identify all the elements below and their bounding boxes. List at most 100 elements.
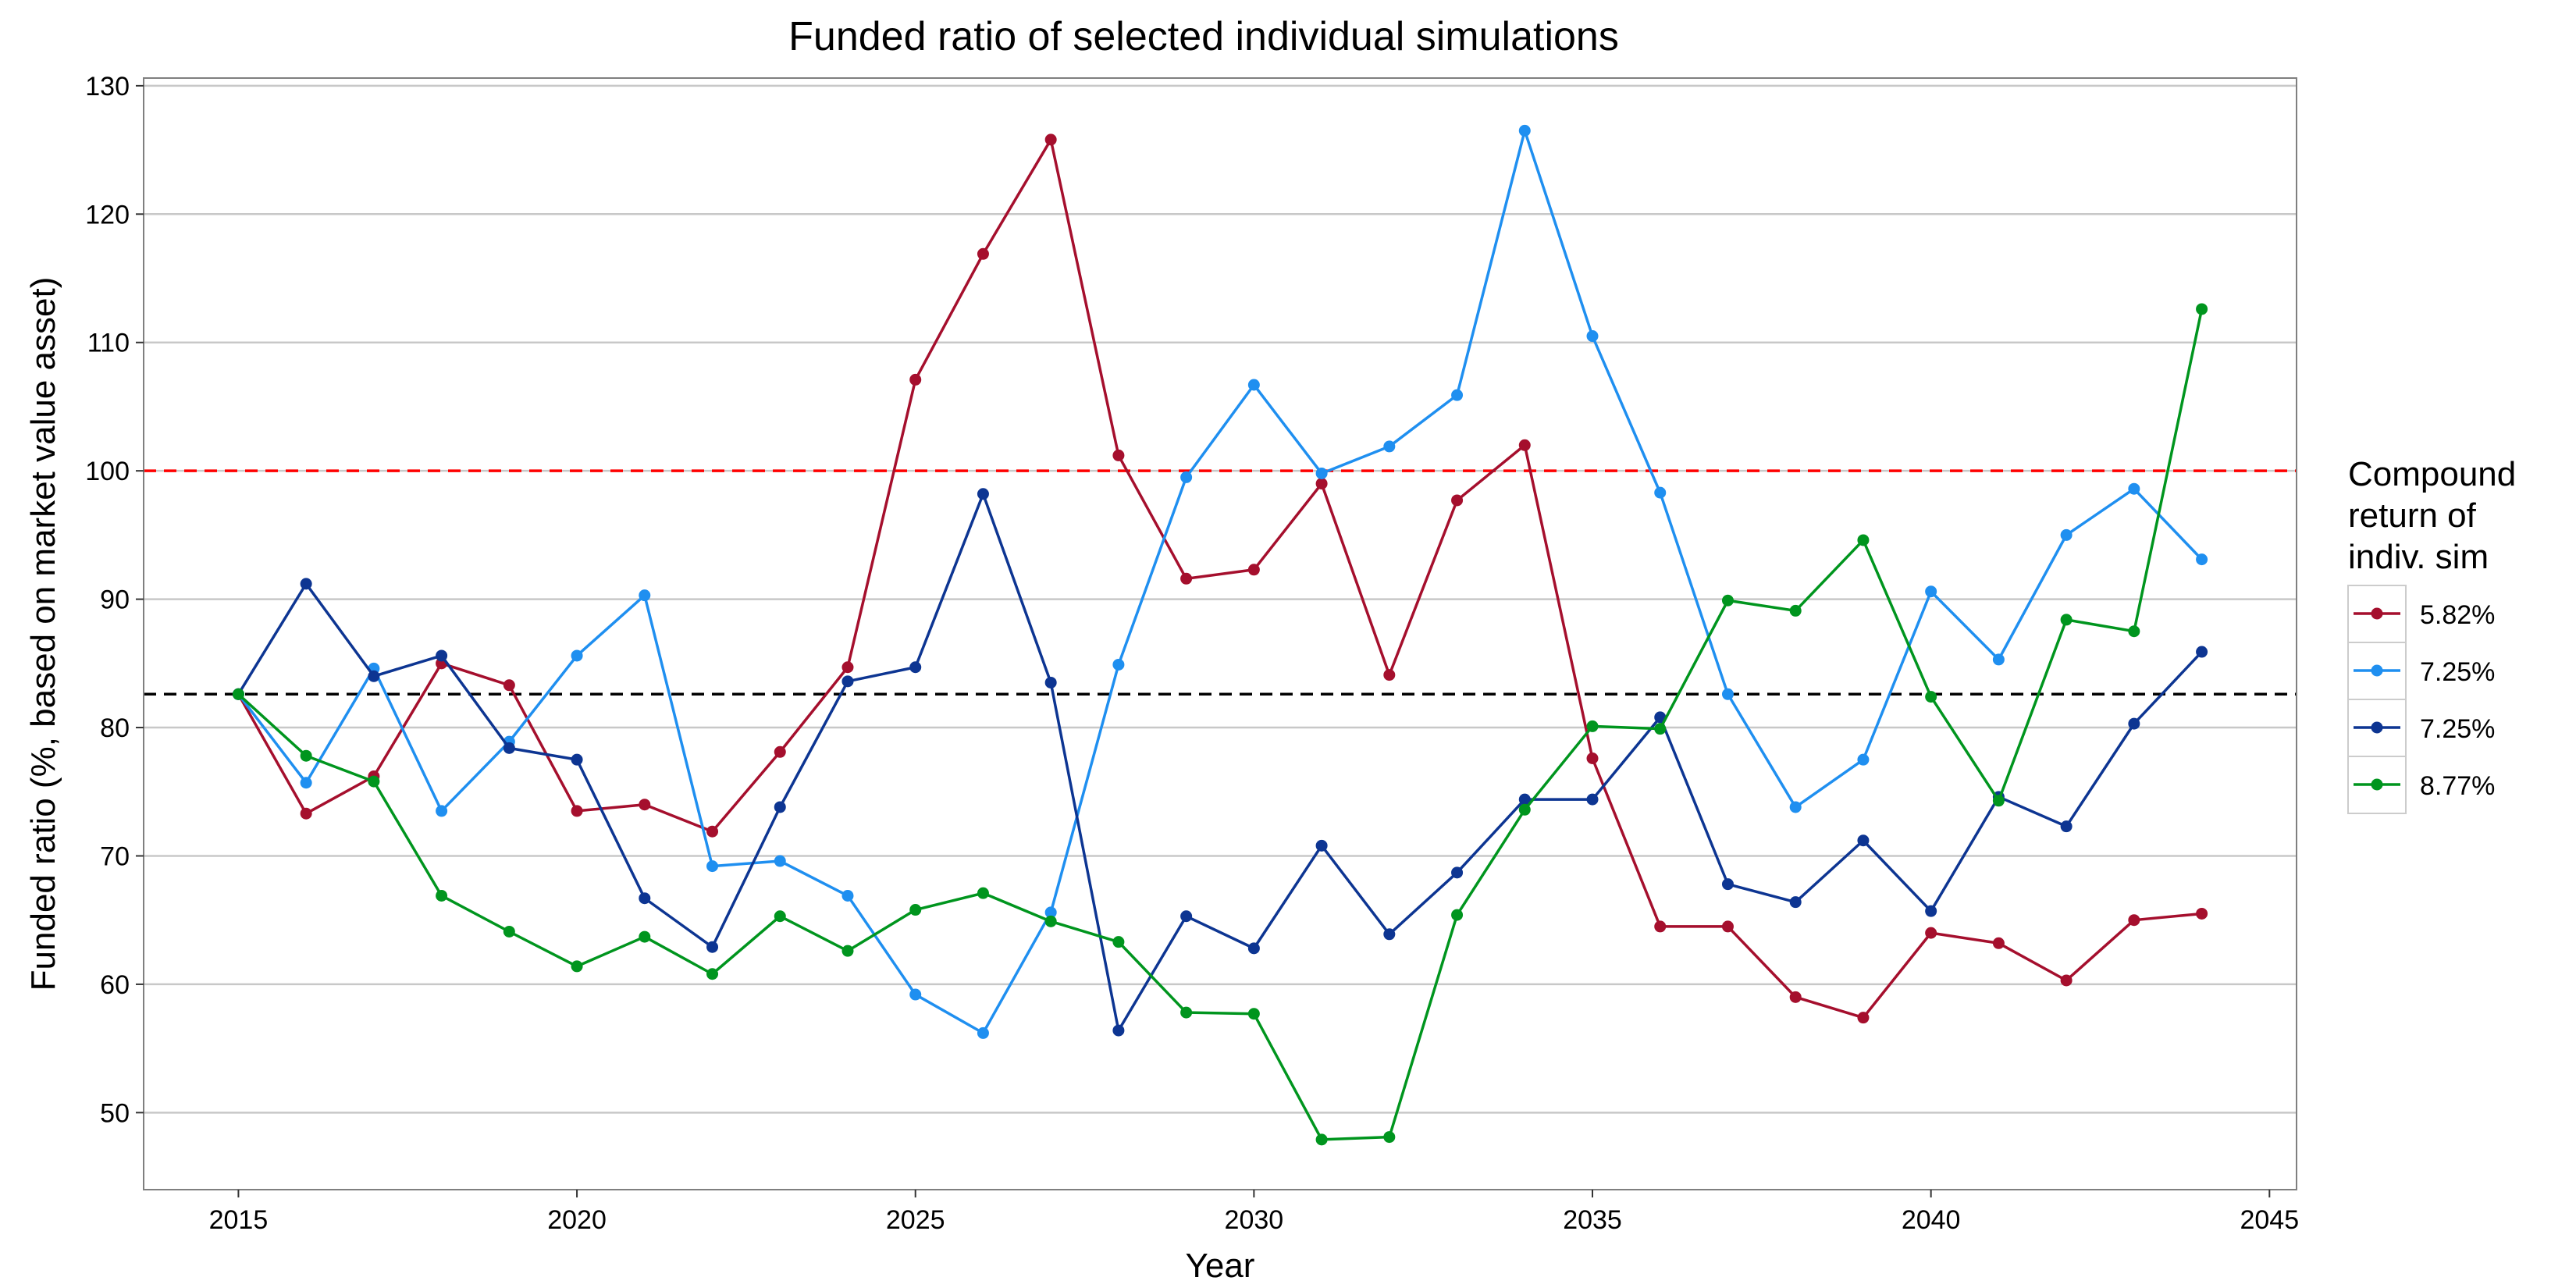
data-point — [1044, 906, 1057, 919]
data-point — [1451, 909, 1464, 921]
data-point — [1925, 927, 1937, 939]
legend-label: 5.82% — [2420, 600, 2495, 630]
series-1 — [232, 133, 2208, 1024]
data-point — [841, 661, 854, 674]
data-point — [909, 988, 922, 1001]
series-line — [237, 493, 2203, 1032]
data-point — [1925, 905, 1937, 917]
data-point — [1518, 803, 1531, 816]
data-point — [2196, 907, 2208, 920]
data-point — [1112, 1024, 1125, 1037]
y-axis-title: Funded ratio (%, based on market value a… — [24, 277, 62, 991]
y-tick-label: 70 — [100, 841, 130, 871]
data-point — [2060, 614, 2073, 626]
series-line — [237, 308, 2204, 1141]
data-point — [2060, 820, 2073, 833]
data-point — [1518, 793, 1531, 806]
data-point — [1247, 379, 1260, 391]
data-point — [977, 887, 989, 899]
data-point — [1789, 801, 1802, 813]
data-point — [1857, 534, 1870, 546]
data-point — [2196, 646, 2208, 658]
data-point — [1586, 330, 1599, 343]
data-point — [1518, 439, 1531, 451]
y-axis: 50 60 70 80 90 100 110 120 130 — [85, 72, 144, 1128]
data-point — [1789, 991, 1802, 1003]
data-point — [2128, 914, 2140, 927]
legend-label: 7.25% — [2420, 657, 2495, 687]
series-line — [237, 138, 2202, 1019]
data-point — [1315, 467, 1328, 479]
data-point — [2128, 625, 2140, 638]
y-tick-label: 90 — [100, 585, 130, 615]
data-point — [1451, 494, 1464, 507]
data-point — [436, 805, 448, 817]
data-point — [706, 860, 719, 873]
data-point — [1315, 478, 1328, 490]
data-point — [1315, 1133, 1328, 1146]
data-point — [571, 753, 583, 766]
y-tick-label: 60 — [100, 970, 130, 1000]
x-tick-label: 2030 — [1225, 1205, 1284, 1235]
data-point — [1925, 691, 1937, 703]
data-point — [1721, 920, 1734, 933]
data-point — [1180, 910, 1193, 923]
legend-key-point — [2371, 721, 2383, 734]
data-point — [639, 930, 651, 943]
data-point — [977, 488, 989, 500]
legend-title: indiv. sim — [2348, 538, 2489, 576]
legend-key-point — [2371, 607, 2383, 620]
data-point — [1451, 389, 1464, 401]
data-point — [571, 805, 583, 817]
legend-label: 8.77% — [2420, 771, 2495, 801]
data-point — [639, 589, 651, 602]
legend-key-point — [2371, 664, 2383, 677]
data-point — [1383, 928, 1396, 941]
data-point — [300, 807, 312, 820]
x-tick-label: 2015 — [209, 1205, 269, 1235]
data-point — [639, 892, 651, 905]
data-point — [909, 904, 922, 916]
data-point — [232, 688, 244, 700]
data-point — [1654, 711, 1667, 724]
data-point — [2196, 553, 2208, 566]
data-point — [1044, 133, 1057, 146]
data-point — [571, 649, 583, 662]
data-point — [1654, 920, 1667, 933]
data-point — [1992, 795, 2005, 807]
data-point — [1586, 720, 1599, 732]
data-point — [1857, 753, 1870, 766]
data-point — [841, 945, 854, 957]
data-point — [977, 247, 989, 260]
data-point — [1180, 572, 1193, 585]
data-point — [2060, 528, 2073, 541]
data-point — [1383, 440, 1396, 453]
data-point — [1451, 866, 1464, 879]
data-point — [2196, 303, 2208, 315]
data-point — [706, 941, 719, 953]
plot-area — [144, 78, 2297, 1190]
reference-lines — [144, 469, 2297, 696]
series-3 — [232, 488, 2208, 1037]
y-tick-label: 80 — [100, 713, 130, 743]
legend-title: Compound — [2348, 455, 2516, 493]
data-point — [1247, 1008, 1260, 1020]
series-4 — [232, 303, 2208, 1146]
y-tick-label: 120 — [85, 200, 130, 229]
data-point — [909, 373, 922, 386]
data-point — [1654, 486, 1667, 499]
data-point — [706, 968, 719, 980]
data-point — [1247, 942, 1260, 955]
data-point — [774, 745, 786, 758]
data-point — [2060, 974, 2073, 987]
plot-border — [143, 77, 2297, 1190]
data-point — [1721, 878, 1734, 891]
x-tick-label: 2045 — [2240, 1205, 2299, 1235]
data-point — [841, 889, 854, 902]
data-point — [1180, 1006, 1193, 1019]
data-point — [909, 661, 922, 674]
data-point — [503, 679, 515, 692]
y-tick-label: 50 — [100, 1098, 130, 1128]
